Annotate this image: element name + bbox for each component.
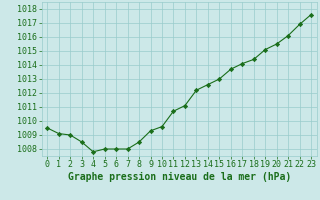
X-axis label: Graphe pression niveau de la mer (hPa): Graphe pression niveau de la mer (hPa) [68, 172, 291, 182]
